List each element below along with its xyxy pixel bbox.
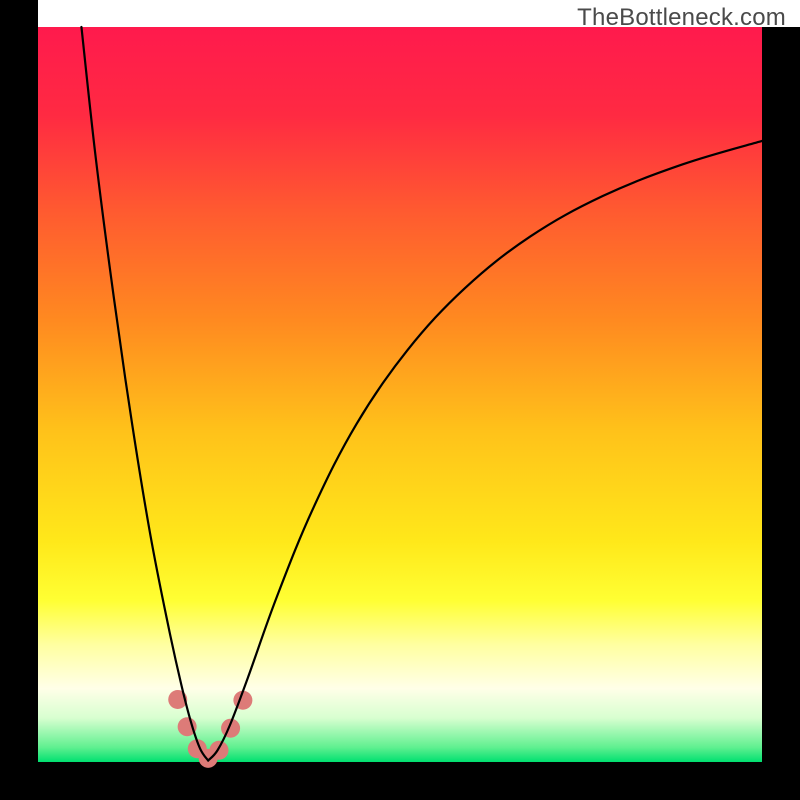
watermark-text: TheBottleneck.com: [577, 4, 786, 32]
chart-frame: TheBottleneck.com: [0, 0, 800, 800]
bottleneck-chart: [0, 0, 800, 800]
